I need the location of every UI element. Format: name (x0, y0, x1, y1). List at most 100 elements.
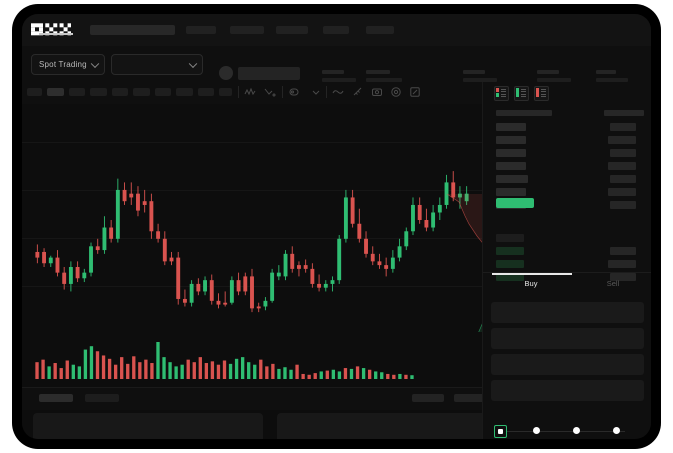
pair-coin-icon (219, 66, 233, 80)
timeframe-8[interactable] (198, 88, 214, 96)
chevron-down-icon (188, 59, 198, 68)
ask-amount (610, 201, 636, 209)
timeframe-5[interactable] (133, 88, 150, 96)
trade-sidebar: Buy Sell (482, 82, 651, 439)
orders-panels (22, 410, 499, 439)
app-header (22, 14, 651, 46)
ask-amount (608, 162, 636, 170)
app-screen: Spot Trading (22, 14, 651, 439)
bid-row[interactable] (496, 273, 524, 281)
order-field-2[interactable] (491, 354, 644, 375)
order-field-3[interactable] (491, 380, 644, 401)
stat-3 (537, 70, 571, 82)
stat-0 (322, 70, 356, 82)
tab-sell[interactable]: Sell (606, 279, 620, 288)
nav-item-1[interactable] (230, 26, 264, 34)
bid-row[interactable] (496, 247, 524, 255)
mark-price-row[interactable] (496, 198, 534, 208)
timeframe-3[interactable] (90, 88, 107, 96)
stepper-dot[interactable] (533, 427, 540, 434)
stat-2 (463, 70, 497, 82)
market-type-select[interactable]: Spot Trading (31, 54, 105, 75)
orders-action-1[interactable] (454, 394, 488, 402)
timeframe-6[interactable] (155, 88, 171, 96)
orderbook-col-price (496, 110, 552, 116)
nav-item-4[interactable] (366, 26, 394, 34)
gridline (22, 142, 482, 143)
volume-chart (22, 332, 482, 387)
stat-1 (366, 70, 402, 82)
timeframe-1[interactable] (47, 88, 64, 96)
stepper-track (499, 431, 625, 432)
toolbar-divider (238, 86, 239, 98)
market-subheader: Spot Trading (22, 46, 651, 83)
orders-panel-left[interactable] (33, 413, 263, 439)
candlestick-series (35, 171, 469, 313)
toolbar-divider (282, 86, 283, 98)
bid-row[interactable] (496, 260, 524, 268)
stat-4 (596, 70, 628, 82)
orders-panel-right[interactable] (277, 413, 499, 439)
line-chart-icon[interactable] (332, 86, 344, 98)
alert-icon[interactable] (390, 86, 402, 98)
ask-row[interactable] (496, 149, 526, 157)
camera-icon[interactable] (371, 86, 383, 98)
search-input[interactable] (90, 25, 175, 35)
ask-amount (608, 136, 636, 144)
timeframe-4[interactable] (112, 88, 128, 96)
stepper-dot-active[interactable] (494, 425, 507, 438)
compare-icon[interactable] (264, 86, 276, 98)
bid-row[interactable] (496, 234, 524, 242)
active-tab-underline (39, 33, 73, 35)
depth-overlay (447, 194, 482, 332)
timeframe-9[interactable] (219, 88, 232, 96)
buy-sell-tabs: Buy Sell (483, 272, 651, 297)
tab-buy[interactable]: Buy (524, 279, 538, 288)
order-form (483, 298, 651, 433)
volume-series (35, 342, 414, 379)
chevron-down-icon (90, 59, 100, 68)
pair-price-display (238, 67, 300, 80)
gridline (22, 190, 482, 191)
ask-amount (608, 188, 636, 196)
chevron-down-icon[interactable] (310, 86, 322, 98)
order-field-1[interactable] (491, 328, 644, 349)
nav-item-2[interactable] (276, 26, 308, 34)
indicator-icon[interactable] (244, 86, 256, 98)
timeframe-2[interactable] (69, 88, 85, 96)
timeframe-7[interactable] (176, 88, 193, 96)
active-tab-underline (492, 273, 572, 275)
nav-item-3[interactable] (323, 26, 349, 34)
stepper-dot[interactable] (613, 427, 620, 434)
ask-row[interactable] (496, 162, 526, 170)
ask-row[interactable] (496, 123, 526, 131)
nav-item-0[interactable] (186, 26, 216, 34)
timeframe-0[interactable] (27, 88, 42, 96)
toolbar-divider (326, 86, 327, 98)
ask-row[interactable] (496, 136, 526, 144)
order-book[interactable] (483, 104, 651, 281)
order-field-0[interactable] (491, 302, 644, 323)
orderbook-col-amount (604, 110, 644, 116)
trading-pair-select[interactable] (111, 54, 203, 75)
orderbook-asks-icon[interactable] (534, 86, 549, 101)
price-chart[interactable] (22, 104, 482, 332)
bid-amount (610, 273, 636, 281)
market-type-label: Spot Trading (39, 60, 87, 69)
stepper-dot[interactable] (573, 427, 580, 434)
orders-action-0[interactable] (412, 394, 444, 402)
fullscreen-icon[interactable] (409, 86, 421, 98)
orderbook-both-icon[interactable] (494, 86, 509, 101)
ask-row[interactable] (496, 175, 528, 183)
tab-order-history[interactable] (85, 394, 119, 402)
amount-stepper[interactable] (483, 420, 651, 439)
settings-icon[interactable] (288, 86, 300, 98)
ask-row[interactable] (496, 188, 526, 196)
orderbook-bids-icon[interactable] (514, 86, 529, 101)
ask-amount (610, 149, 636, 157)
ruler-icon[interactable] (352, 86, 364, 98)
bid-amount (608, 260, 636, 268)
tab-open-orders[interactable] (39, 394, 73, 402)
bid-amount (610, 247, 636, 255)
